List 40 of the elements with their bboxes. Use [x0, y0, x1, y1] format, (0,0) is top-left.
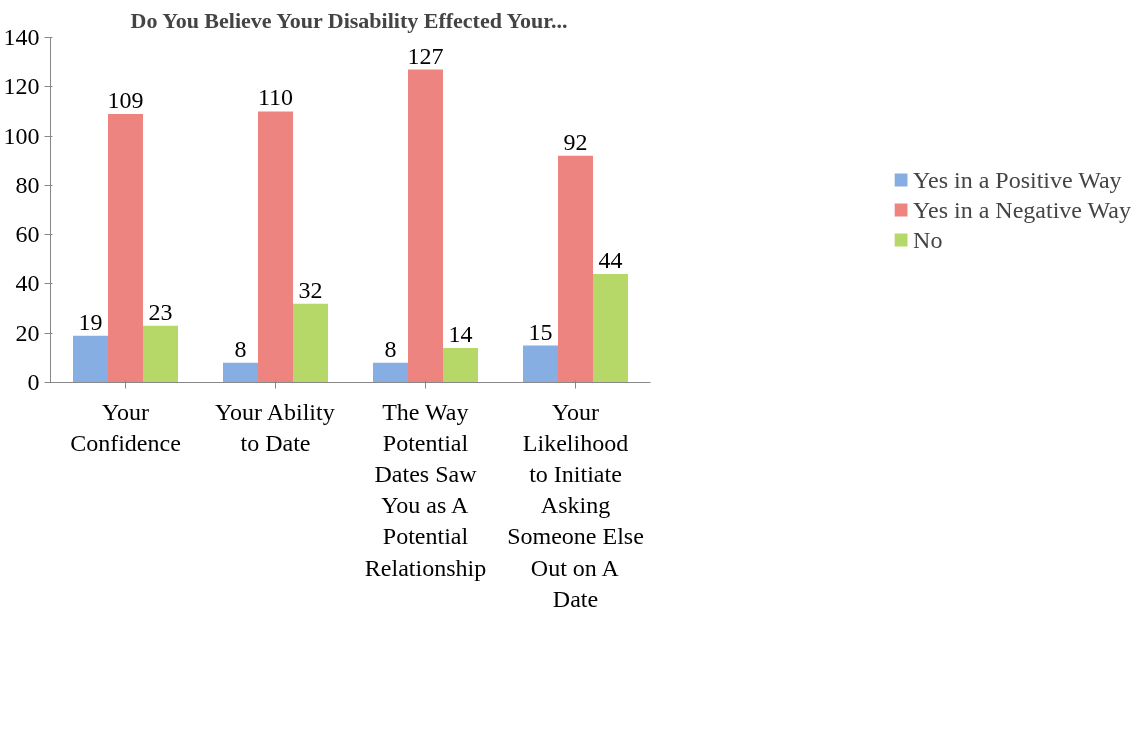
- data-label: 92: [563, 128, 588, 155]
- data-label: 19: [78, 308, 103, 335]
- data-label: 14: [448, 321, 473, 347]
- bar: [443, 348, 478, 383]
- bar: [593, 274, 628, 383]
- chart-title: Do You Believe Your Disability Effected Your...: [130, 7, 568, 33]
- bar: [408, 69, 443, 383]
- y-tick-label: 20: [15, 319, 40, 346]
- data-label: 8: [234, 335, 247, 362]
- bar: [258, 111, 293, 383]
- y-tick-label: 60: [15, 221, 40, 248]
- bar: [558, 155, 593, 383]
- data-label: 8: [384, 335, 397, 362]
- y-tick-label: 120: [3, 73, 40, 100]
- y-tick-label: 100: [3, 122, 40, 149]
- bar: [293, 303, 328, 383]
- data-label: 109: [107, 86, 144, 113]
- bar: [373, 362, 408, 383]
- legend-label: Yes in a Negative Way: [913, 196, 1131, 223]
- bar: [143, 325, 178, 383]
- data-label: 110: [257, 84, 294, 111]
- bar: [523, 345, 558, 383]
- bar: [108, 113, 143, 383]
- data-label: 32: [298, 276, 323, 303]
- y-tick-label: 140: [3, 24, 40, 50]
- data-label: 44: [598, 247, 623, 274]
- data-label: 23: [148, 298, 173, 325]
- data-label: 15: [528, 318, 553, 345]
- x-tick-label: Your Ability to Date: [215, 398, 335, 456]
- x-tick-label: Your Confidence: [70, 398, 181, 456]
- y-tick-label: 0: [27, 369, 40, 395]
- y-tick-label: 80: [15, 171, 40, 198]
- bar: [73, 335, 108, 383]
- legend-label: Yes in a Positive Way: [913, 166, 1122, 193]
- x-tick-label: Your Likelihood to Initiate Asking Someone Else Out on A Date: [507, 398, 644, 612]
- data-label: 127: [407, 42, 444, 69]
- x-tick-label: The Way Potential Dates Saw You as A Potential Relationship: [364, 398, 487, 581]
- y-tick-label: 40: [15, 270, 40, 297]
- legend-label: No: [913, 226, 943, 253]
- bar: [223, 362, 258, 383]
